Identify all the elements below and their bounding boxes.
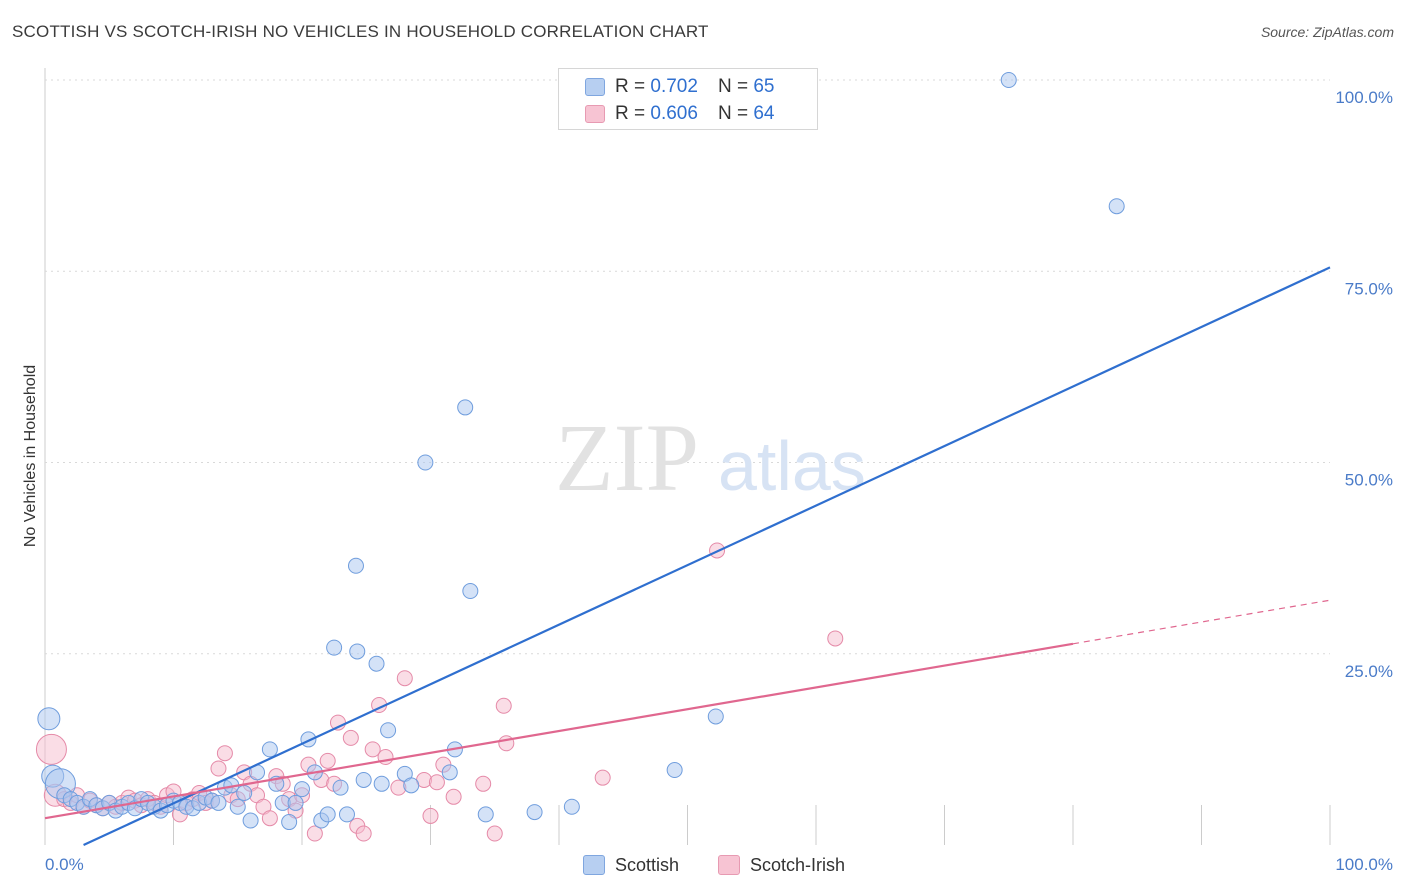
scottish-point bbox=[666, 762, 683, 779]
scotch-irish-point bbox=[210, 760, 227, 777]
scottish-point bbox=[281, 814, 298, 831]
scottish-point bbox=[457, 399, 474, 416]
scottish-point bbox=[380, 722, 397, 739]
n-label: N = bbox=[717, 76, 749, 97]
scotch-irish-point bbox=[827, 630, 844, 647]
scottish-point bbox=[1108, 198, 1125, 215]
scottish-point bbox=[563, 798, 580, 815]
watermark-zip: ZIP bbox=[555, 404, 699, 511]
scottish-point bbox=[441, 764, 458, 781]
scottish-point bbox=[294, 781, 310, 798]
n-label: N = bbox=[717, 103, 749, 124]
scottish-point bbox=[373, 775, 390, 792]
x-tick-labels: 0.0% 100.0% bbox=[45, 855, 1393, 874]
trend-lines bbox=[44, 266, 1331, 846]
scottish-legend-label: Scottish bbox=[615, 854, 680, 875]
r-value: 0.702 bbox=[650, 76, 698, 97]
scottish-point bbox=[37, 707, 61, 731]
y-tick-label: 50.0% bbox=[1345, 471, 1393, 490]
scottish-point bbox=[526, 804, 543, 821]
scotch-irish-legend-swatch bbox=[718, 855, 740, 875]
scottish-point bbox=[477, 806, 494, 823]
scotch-irish-point bbox=[445, 788, 462, 805]
scottish-point bbox=[368, 655, 385, 672]
scottish-point bbox=[229, 798, 246, 815]
scottish-point bbox=[332, 779, 349, 796]
scottish-point bbox=[1000, 72, 1017, 88]
scottish-point bbox=[355, 771, 372, 788]
source-label: Source: ZipAtlas.com bbox=[1260, 24, 1394, 40]
scotch-irish-points bbox=[35, 542, 844, 842]
r-value: 0.606 bbox=[650, 103, 698, 124]
scottish-point bbox=[287, 794, 304, 811]
r-label: R = bbox=[615, 76, 646, 97]
n-value: 64 bbox=[753, 103, 775, 124]
scotch-irish-point bbox=[306, 825, 323, 842]
legend-row-scotch-irish: R = 0.606 N = 64 bbox=[585, 102, 774, 126]
scottish-point bbox=[349, 643, 366, 660]
scottish-point bbox=[462, 583, 479, 600]
scottish-point bbox=[242, 812, 259, 829]
scotch-irish-point bbox=[35, 733, 67, 765]
scottish-point bbox=[707, 708, 724, 725]
scottish-point bbox=[403, 777, 420, 794]
scotch-irish-point bbox=[428, 774, 445, 791]
scotch-irish-point bbox=[319, 752, 336, 769]
scotch-irish-point bbox=[355, 825, 372, 842]
scotch-irish-trend-line bbox=[44, 642, 1074, 820]
scottish-point bbox=[347, 557, 364, 574]
scottish-point bbox=[319, 806, 336, 823]
scottish-swatch bbox=[585, 78, 605, 96]
bottom-legend-scottish: Scottish bbox=[583, 852, 679, 878]
scotch-irish-point bbox=[364, 741, 381, 758]
scotch-irish-point bbox=[422, 807, 439, 824]
scottish-point bbox=[236, 784, 253, 801]
r-label: R = bbox=[615, 103, 646, 124]
x-tick-label: 0.0% bbox=[45, 855, 84, 874]
y-tick-label: 25.0% bbox=[1345, 662, 1393, 681]
y-tick-labels: 25.0% 50.0% 75.0% 100.0% bbox=[1335, 88, 1393, 681]
bottom-legend-scotch-irish: Scotch-Irish bbox=[718, 852, 845, 878]
scotch-irish-point bbox=[261, 810, 278, 827]
scotch-irish-point bbox=[486, 825, 503, 842]
scottish-point bbox=[210, 794, 227, 811]
scotch-irish-trend-extension bbox=[1072, 599, 1331, 645]
scotch-irish-point bbox=[475, 775, 492, 792]
correlation-legend: R = 0.702 N = 65 R = 0.606 N = 64 bbox=[558, 68, 818, 130]
scottish-legend-swatch bbox=[583, 855, 605, 875]
scottish-point bbox=[326, 639, 343, 656]
y-tick-label: 100.0% bbox=[1335, 88, 1393, 107]
chart-title: SCOTTISH VS SCOTCH-IRISH NO VEHICLES IN … bbox=[12, 22, 709, 41]
scotch-irish-point bbox=[594, 769, 611, 786]
scotch-irish-legend-label: Scotch-Irish bbox=[750, 854, 846, 875]
x-tick-label: 100.0% bbox=[1335, 855, 1393, 874]
y-tick-label: 75.0% bbox=[1345, 279, 1393, 298]
n-value: 65 bbox=[753, 76, 775, 97]
scottish-point bbox=[417, 454, 434, 471]
watermark-atlas: atlas bbox=[718, 427, 866, 505]
y-axis-label: No Vehicles in Household bbox=[22, 365, 39, 547]
scotch-irish-point bbox=[342, 729, 359, 746]
scotch-irish-point bbox=[495, 697, 512, 714]
watermark: ZIP atlas bbox=[555, 404, 866, 511]
scotch-irish-point bbox=[216, 745, 233, 762]
scottish-point bbox=[261, 741, 278, 758]
scottish-trend-line bbox=[83, 266, 1331, 846]
legend-row-scottish: R = 0.702 N = 65 bbox=[585, 75, 774, 99]
scottish-point bbox=[338, 806, 355, 823]
scotch-irish-point bbox=[396, 670, 413, 687]
scotch-irish-swatch bbox=[585, 105, 605, 123]
